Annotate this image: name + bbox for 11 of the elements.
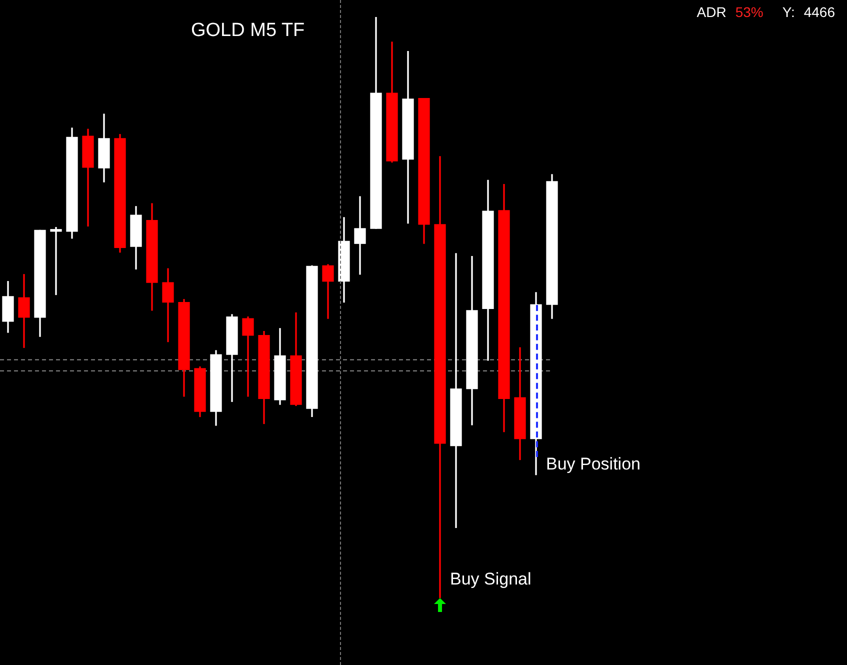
candlestick	[354, 196, 366, 275]
text: 53%	[735, 4, 764, 20]
candlestick	[50, 226, 62, 296]
candlestick	[450, 253, 462, 528]
chart-title: GOLD M5 TF	[191, 20, 305, 42]
annotation: Buy Signal	[450, 570, 532, 589]
candlestick	[242, 316, 254, 397]
annotation: Buy Position	[546, 454, 640, 474]
text: ADR	[696, 4, 726, 20]
text: 4466	[804, 4, 835, 20]
text: Y:	[782, 4, 795, 20]
